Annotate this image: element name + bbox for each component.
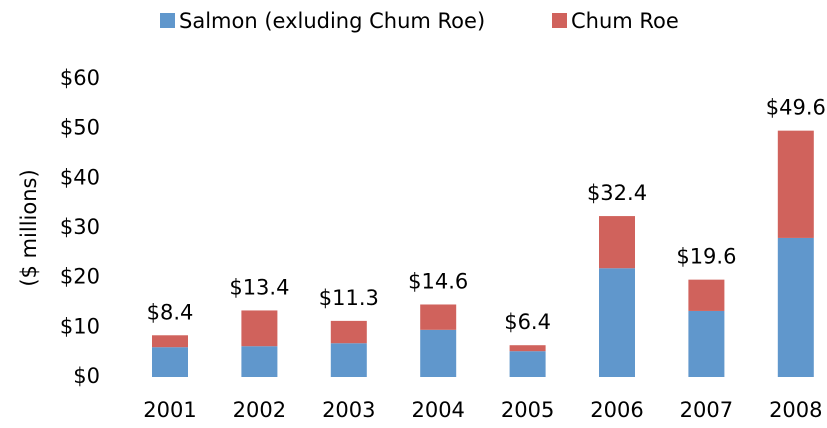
x-tick-label: 2007 (680, 398, 733, 422)
bar-segment (509, 345, 546, 352)
bar-segment (330, 320, 367, 344)
total-label: $32.4 (587, 181, 647, 205)
y-axis-label: ($ millions) (17, 169, 41, 286)
y-tick-label: $60 (60, 66, 100, 90)
x-tick-label: 2006 (590, 398, 643, 422)
total-label: $49.6 (766, 96, 826, 120)
total-label: $14.6 (408, 269, 468, 293)
bar-segment (777, 237, 814, 377)
total-label: $6.4 (504, 310, 551, 334)
y-tick-label: $40 (60, 165, 100, 189)
total-label: $13.4 (229, 275, 289, 299)
y-tick-label: $10 (60, 314, 100, 338)
x-tick-label: 2008 (769, 398, 822, 422)
x-tick-label: 2002 (233, 398, 286, 422)
y-tick-label: $30 (60, 215, 100, 239)
legend-swatch (552, 13, 567, 28)
x-tick-label: 2001 (143, 398, 196, 422)
bar-segment (688, 310, 725, 377)
y-tick-label: $0 (73, 364, 100, 388)
bar-segment (777, 130, 814, 238)
bar-segment (599, 268, 635, 377)
legend-label: Salmon (exluding Chum Roe) (179, 9, 485, 33)
bar-segment (152, 347, 188, 377)
x-tick-label: 2005 (501, 398, 554, 422)
bar-segment (241, 346, 278, 377)
legend-swatch (160, 13, 175, 28)
total-label: $11.3 (319, 286, 379, 310)
bar-segment (152, 335, 188, 348)
bar-segment (599, 216, 635, 269)
total-label: $19.6 (676, 245, 736, 269)
bar-segment (420, 304, 457, 330)
x-tick-label: 2004 (411, 398, 464, 422)
total-label: $8.4 (147, 300, 194, 324)
bar-segment (420, 329, 457, 377)
y-tick-label: $50 (60, 116, 100, 140)
bar-segment (509, 351, 546, 377)
x-tick-label: 2003 (322, 398, 375, 422)
y-tick-label: $20 (60, 265, 100, 289)
legend-label: Chum Roe (571, 9, 679, 33)
bar-segment (241, 310, 278, 347)
bar-segment (688, 279, 725, 311)
bar-segment (330, 343, 367, 377)
